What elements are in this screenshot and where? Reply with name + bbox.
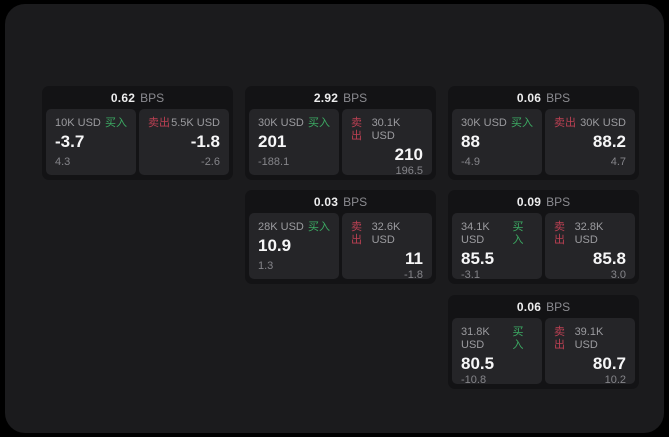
change-value: 3.0 <box>610 269 626 281</box>
notional-label: 30.1K USD <box>371 117 401 142</box>
change-value: 1.3 <box>258 260 274 272</box>
quotes-board: 0.62 BPS 10K USD 买入 -3.7 4.3 卖出 5.5K USD <box>5 4 664 433</box>
buy-badge: 买入 <box>511 117 533 129</box>
notional-label: 5.5K USD <box>171 117 220 129</box>
change-value: 196.5 <box>395 165 423 177</box>
notional-label: 32.8K USD <box>574 221 604 246</box>
bps-value: 0.06 <box>516 299 542 314</box>
sell-quote-panel[interactable]: 卖出 39.1K USD 80.7 10.2 <box>545 318 635 386</box>
bps-value: 0.09 <box>516 194 542 209</box>
bps-value: 2.92 <box>313 90 339 105</box>
price-value: 11 <box>405 249 423 268</box>
change-value: -10.8 <box>461 374 487 386</box>
quote-card: 2.92 BPS 30K USD 买入 201 -188.1 卖出 30.1K … <box>245 86 436 180</box>
change-value: 4.7 <box>610 156 626 168</box>
quote-card: 0.03 BPS 28K USD 买入 10.9 1.3 卖出 32.6K US… <box>245 190 436 284</box>
buy-badge: 买入 <box>512 221 524 246</box>
sell-quote-panel[interactable]: 卖出 32.8K USD 85.8 3.0 <box>545 213 635 281</box>
price-value: 88 <box>461 132 480 151</box>
price-value: 85.8 <box>592 249 626 268</box>
bps-header: 2.92 BPS <box>245 86 436 109</box>
bps-header: 0.09 BPS <box>448 190 639 213</box>
change-value: -1.8 <box>404 269 423 281</box>
buy-badge: 买入 <box>308 117 330 129</box>
change-value: -3.1 <box>461 269 480 281</box>
sell-quote-panel[interactable]: 卖出 30.1K USD 210 196.5 <box>342 109 432 177</box>
sell-badge: 卖出 <box>554 326 565 351</box>
change-value: -2.6 <box>201 156 220 168</box>
notional-label: 10K USD <box>55 117 101 129</box>
price-value: -1.8 <box>190 132 220 151</box>
change-value: -4.9 <box>461 156 480 168</box>
price-value: 201 <box>258 132 287 151</box>
sell-quote-panel[interactable]: 卖出 5.5K USD -1.8 -2.6 <box>139 109 229 175</box>
buy-quote-panel[interactable]: 28K USD 买入 10.9 1.3 <box>249 213 339 279</box>
price-value: 80.5 <box>461 354 495 373</box>
notional-label: 39.1K USD <box>574 326 604 351</box>
price-value: 210 <box>394 145 423 164</box>
sell-badge: 卖出 <box>351 117 362 142</box>
bps-unit: BPS <box>546 194 571 209</box>
notional-label: 30K USD <box>461 117 507 129</box>
bps-header: 0.06 BPS <box>448 295 639 318</box>
quote-card: 0.06 BPS 31.8K USD 买入 80.5 -10.8 卖出 39.1… <box>448 295 639 389</box>
price-value: -3.7 <box>55 132 85 151</box>
sell-badge: 卖出 <box>554 117 576 129</box>
bps-header: 0.03 BPS <box>245 190 436 213</box>
buy-quote-panel[interactable]: 30K USD 买入 88 -4.9 <box>452 109 542 175</box>
sell-badge: 卖出 <box>554 221 565 246</box>
sell-quote-panel[interactable]: 卖出 30K USD 88.2 4.7 <box>545 109 635 175</box>
price-value: 10.9 <box>258 236 292 255</box>
change-value: 10.2 <box>604 374 626 386</box>
buy-badge: 买入 <box>308 221 330 233</box>
change-value: -188.1 <box>258 156 290 168</box>
quote-card: 0.09 BPS 34.1K USD 买入 85.5 -3.1 卖出 32.8K… <box>448 190 639 284</box>
notional-label: 32.6K USD <box>371 221 401 246</box>
buy-quote-panel[interactable]: 34.1K USD 买入 85.5 -3.1 <box>452 213 542 281</box>
notional-label: 30K USD <box>258 117 304 129</box>
bps-unit: BPS <box>140 90 165 105</box>
buy-badge: 买入 <box>512 326 524 351</box>
notional-label: 31.8K USD <box>461 326 490 351</box>
notional-label: 28K USD <box>258 221 304 233</box>
buy-quote-panel[interactable]: 10K USD 买入 -3.7 4.3 <box>46 109 136 175</box>
buy-quote-panel[interactable]: 30K USD 买入 201 -188.1 <box>249 109 339 175</box>
quote-card: 0.06 BPS 30K USD 买入 88 -4.9 卖出 30K USD <box>448 86 639 180</box>
price-value: 85.5 <box>461 249 495 268</box>
quote-card: 0.62 BPS 10K USD 买入 -3.7 4.3 卖出 5.5K USD <box>42 86 233 180</box>
sell-badge: 卖出 <box>351 221 362 246</box>
bps-unit: BPS <box>343 90 368 105</box>
buy-quote-panel[interactable]: 31.8K USD 买入 80.5 -10.8 <box>452 318 542 386</box>
buy-badge: 买入 <box>105 117 127 129</box>
bps-header: 0.06 BPS <box>448 86 639 109</box>
notional-label: 34.1K USD <box>461 221 490 246</box>
bps-unit: BPS <box>343 194 368 209</box>
price-value: 88.2 <box>592 132 626 151</box>
bps-unit: BPS <box>546 299 571 314</box>
bps-header: 0.62 BPS <box>42 86 233 109</box>
notional-label: 30K USD <box>580 117 626 129</box>
sell-quote-panel[interactable]: 卖出 32.6K USD 11 -1.8 <box>342 213 432 281</box>
bps-value: 0.03 <box>313 194 339 209</box>
bps-unit: BPS <box>546 90 571 105</box>
sell-badge: 卖出 <box>148 117 170 129</box>
price-value: 80.7 <box>592 354 626 373</box>
bps-value: 0.62 <box>110 90 136 105</box>
bps-value: 0.06 <box>516 90 542 105</box>
change-value: 4.3 <box>55 156 71 168</box>
